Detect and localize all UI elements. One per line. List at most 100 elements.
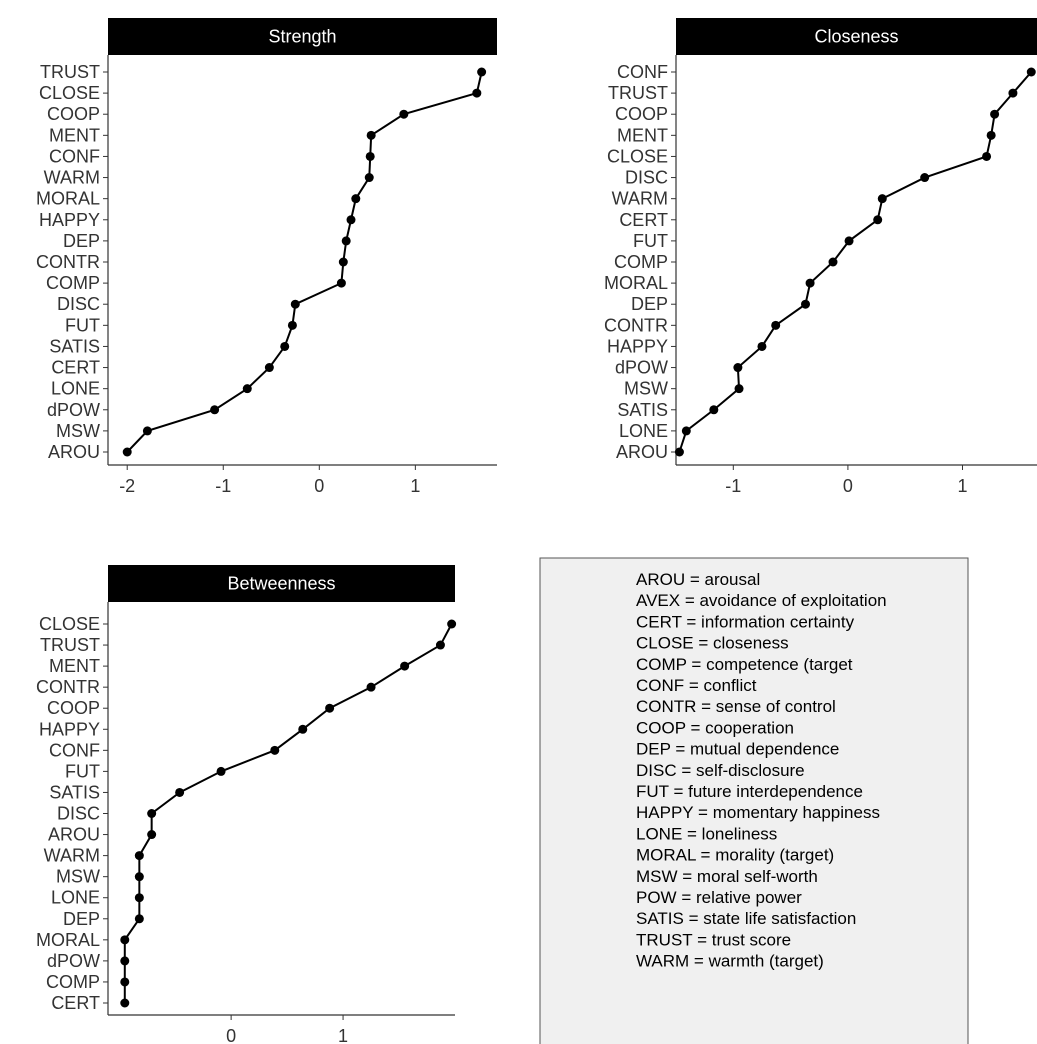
y-tick-label: TRUST xyxy=(608,83,668,103)
data-point xyxy=(210,405,220,415)
legend-line: CONF = conflict xyxy=(636,676,757,695)
data-point xyxy=(120,998,130,1008)
data-point xyxy=(733,363,743,373)
data-point xyxy=(801,299,811,309)
y-tick-label: LONE xyxy=(51,888,100,908)
data-point xyxy=(175,787,185,797)
data-point xyxy=(242,384,252,394)
y-tick-label: DISC xyxy=(57,804,100,824)
data-point xyxy=(134,914,144,924)
data-point xyxy=(709,405,719,415)
y-tick-label: COMP xyxy=(46,972,100,992)
legend-line: MSW = moral self-worth xyxy=(636,867,818,886)
legend-box xyxy=(539,557,969,1044)
data-point xyxy=(351,194,361,204)
data-point xyxy=(122,447,132,457)
data-point xyxy=(757,341,767,351)
legend-line: TRUST = trust score xyxy=(636,930,791,949)
y-tick-label: COMP xyxy=(46,273,100,293)
data-point xyxy=(982,151,992,161)
y-tick-label: CONTR xyxy=(36,677,100,697)
data-point xyxy=(844,236,854,246)
y-tick-label: WARM xyxy=(612,189,668,209)
y-tick-label: COOP xyxy=(47,104,100,124)
data-line xyxy=(126,71,483,453)
y-tick-label: MORAL xyxy=(604,273,668,293)
y-tick-label: MENT xyxy=(49,656,100,676)
data-point xyxy=(828,257,838,267)
data-point xyxy=(366,682,376,692)
y-tick-label: CONF xyxy=(49,146,100,166)
legend-line: WARM = warmth (target) xyxy=(636,952,824,971)
y-tick-label: DISC xyxy=(57,294,100,314)
y-tick-label: CLOSE xyxy=(39,83,100,103)
data-point xyxy=(364,173,374,183)
x-tick-label: 1 xyxy=(410,476,420,496)
data-point xyxy=(338,257,348,267)
y-tick-label: CERT xyxy=(51,993,100,1013)
y-tick-label: CONTR xyxy=(36,252,100,272)
data-point xyxy=(346,215,356,225)
data-point xyxy=(400,661,410,671)
data-point xyxy=(120,977,130,987)
data-point xyxy=(873,215,883,225)
y-tick-label: CONTR xyxy=(604,315,668,335)
y-tick-label: AROU xyxy=(48,442,100,462)
data-point xyxy=(341,236,351,246)
data-point xyxy=(399,109,409,119)
y-tick-label: FUT xyxy=(633,231,668,251)
data-point xyxy=(990,109,1000,119)
data-point xyxy=(986,130,996,140)
legend-line: POW = relative power xyxy=(636,888,802,907)
panel-header xyxy=(108,18,497,55)
y-tick-label: HAPPY xyxy=(39,210,100,230)
y-tick-label: LONE xyxy=(51,379,100,399)
y-tick-label: CLOSE xyxy=(39,614,100,634)
legend-line: AVEX = avoidance of exploitation xyxy=(636,591,887,610)
data-point xyxy=(270,745,280,755)
x-tick-label: 0 xyxy=(843,476,853,496)
data-point xyxy=(134,872,144,882)
y-tick-label: CERT xyxy=(51,358,100,378)
y-tick-label: SATIS xyxy=(49,782,100,802)
x-tick-label: 0 xyxy=(314,476,324,496)
legend-line: MORAL = morality (target) xyxy=(636,846,834,865)
y-tick-label: MSW xyxy=(624,379,668,399)
data-point xyxy=(365,151,375,161)
y-tick-label: WARM xyxy=(44,168,100,188)
y-tick-label: FUT xyxy=(65,315,100,335)
data-point xyxy=(366,130,376,140)
data-point xyxy=(134,851,144,861)
y-tick-label: CONF xyxy=(49,740,100,760)
y-tick-label: FUT xyxy=(65,761,100,781)
data-point xyxy=(325,703,335,713)
legend-line: DEP = mutual dependence xyxy=(636,740,839,759)
y-tick-label: SATIS xyxy=(49,336,100,356)
data-point xyxy=(477,67,487,77)
data-point xyxy=(877,194,887,204)
panel-header xyxy=(676,18,1037,55)
data-point xyxy=(674,447,684,457)
x-tick-label: 0 xyxy=(226,1026,236,1044)
y-tick-label: COOP xyxy=(615,104,668,124)
y-tick-label: MSW xyxy=(56,867,100,887)
y-tick-label: AROU xyxy=(616,442,668,462)
x-tick-label: 1 xyxy=(958,476,968,496)
data-line xyxy=(123,623,453,1003)
y-tick-label: DEP xyxy=(631,294,668,314)
data-point xyxy=(734,384,744,394)
data-point xyxy=(336,278,346,288)
y-tick-label: TRUST xyxy=(40,635,100,655)
y-tick-label: AROU xyxy=(48,825,100,845)
y-tick-label: HAPPY xyxy=(39,719,100,739)
data-point xyxy=(290,299,300,309)
data-point xyxy=(147,830,157,840)
data-point xyxy=(805,278,815,288)
y-tick-label: CONF xyxy=(617,62,668,82)
data-line xyxy=(678,71,1033,453)
y-tick-label: LONE xyxy=(619,421,668,441)
y-tick-label: COMP xyxy=(614,252,668,272)
legend-line: SATIS = state life satisfaction xyxy=(636,909,856,928)
legend-line: CONTR = sense of control xyxy=(636,697,836,716)
